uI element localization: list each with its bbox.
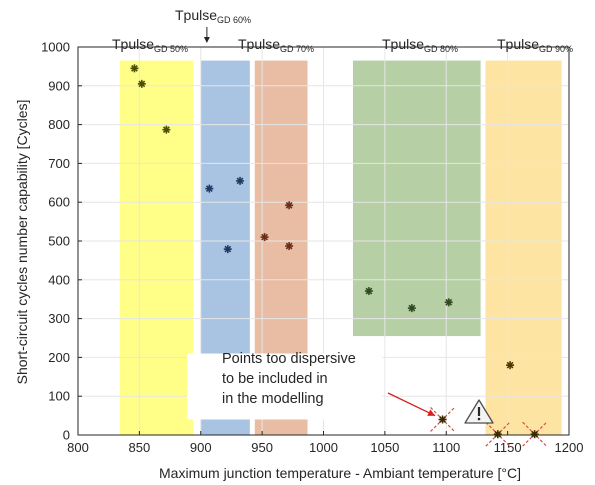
band-label-subscript: GD 60%	[217, 15, 251, 25]
data-point-stroke	[285, 242, 293, 250]
data-point-series-1	[130, 64, 139, 73]
y-tick-label: 600	[48, 195, 70, 210]
data-point-stroke	[531, 430, 539, 438]
annotation-box	[187, 353, 383, 420]
data-point-series-3	[285, 242, 294, 251]
band-4	[352, 60, 481, 337]
band-1	[119, 60, 194, 436]
y-tick-label: 1000	[41, 40, 70, 55]
band-label-subscript: GD 80%	[424, 44, 458, 54]
band-label-1: TpulseGD 50%	[112, 36, 188, 54]
y-tick-label: 800	[48, 117, 70, 132]
axes-layer: 800 850 900 950 1000 1050 1100 1150 1200 0 100 200 3…	[41, 40, 583, 456]
data-point-stroke	[236, 177, 244, 185]
warning-bar	[477, 407, 481, 416]
data-point-series-5	[506, 361, 515, 370]
warning-icon	[464, 399, 494, 424]
data-point-series-2	[223, 245, 232, 254]
data-point-stroke	[261, 233, 268, 241]
data-point-stroke	[408, 304, 416, 312]
x-tick-label: 1200	[555, 440, 584, 455]
data-point-series-1	[137, 79, 146, 88]
x-tick-label: 1150	[494, 440, 522, 455]
data-point-stroke	[506, 361, 514, 369]
data-point-series-4	[444, 298, 453, 307]
excluded-point	[438, 415, 447, 424]
bands-layer	[119, 60, 562, 436]
excluded-point	[493, 430, 502, 439]
y-tick-label: 200	[48, 350, 70, 365]
y-tick-label: 100	[48, 389, 70, 404]
y-tick-label: 700	[48, 156, 70, 171]
band-label-main: Tpulse	[382, 36, 424, 52]
data-point-stroke	[205, 185, 213, 193]
band-label-main: Tpulse	[175, 7, 217, 23]
annotation-arrow-head	[427, 409, 436, 416]
x-tick-label: 850	[129, 440, 151, 455]
data-point-series-4	[407, 304, 416, 313]
data-point-stroke	[439, 416, 446, 423]
annotation-line-1: Points too dispersive	[222, 351, 356, 367]
band-label-main: Tpulse	[497, 36, 539, 52]
x-axis-label: Maximum junction temperature - Ambiant t…	[159, 465, 521, 481]
annotation-line-2: to be included in	[222, 371, 328, 387]
annotation-mask-layer	[187, 353, 383, 420]
band-label-subscript: GD 70%	[280, 44, 314, 54]
data-point-series-2	[205, 184, 214, 193]
y-tick-label: 900	[48, 78, 70, 93]
annotation-arrow-shaft	[387, 392, 436, 417]
data-point-series-3	[260, 233, 269, 242]
band-label-main: Tpulse	[112, 36, 154, 52]
data-point-stroke	[131, 64, 138, 72]
band-label-main: Tpulse	[238, 36, 280, 52]
data-point-stroke	[162, 126, 170, 134]
x-tick-label: 950	[251, 440, 273, 455]
band-arrow-head	[203, 37, 210, 43]
y-tick-label: 0	[63, 428, 70, 443]
data-point-stroke	[138, 80, 146, 88]
y-axis-label: Short-circuit cycles number capability […	[14, 100, 30, 385]
points-layer	[130, 64, 548, 447]
warning-dot	[477, 417, 481, 421]
x-tick-label: 1000	[309, 440, 338, 455]
x-tick-label: 900	[190, 440, 212, 455]
data-point-stroke	[494, 430, 502, 438]
data-point-stroke	[285, 201, 293, 209]
data-point-series-4	[364, 287, 373, 296]
annotation-line-3: in the modelling	[222, 391, 324, 407]
band-label-subscript: GD 50%	[154, 44, 188, 54]
x-tick-label: 1050	[370, 440, 399, 455]
band-5	[485, 60, 562, 436]
x-tick-label: 800	[67, 440, 89, 455]
y-tick-label: 300	[48, 311, 70, 326]
band-label-2: TpulseGD 60%	[175, 7, 251, 25]
text-layer: Maximum junction temperature - Ambiant t…	[14, 7, 573, 481]
x-tick-label: 1100	[432, 440, 460, 455]
data-point-series-3	[285, 201, 294, 210]
data-point-series-1	[162, 125, 171, 134]
data-point-stroke	[445, 298, 453, 306]
y-tick-label: 500	[48, 234, 70, 249]
data-point-stroke	[365, 287, 373, 295]
band-label-5: TpulseGD 90%	[497, 36, 573, 54]
band-label-subscript: GD 90%	[539, 44, 573, 54]
data-point-series-2	[236, 176, 245, 185]
excluded-point	[530, 430, 539, 439]
band-label-4: TpulseGD 80%	[382, 36, 458, 54]
y-tick-label: 400	[48, 272, 70, 287]
data-point-stroke	[224, 245, 232, 253]
band-label-3: TpulseGD 70%	[238, 36, 314, 54]
